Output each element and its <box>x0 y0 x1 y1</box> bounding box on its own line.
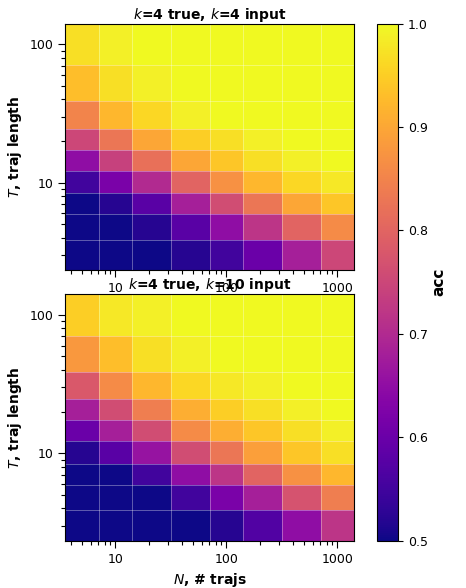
Title: $k$=4 true, $k$=10 input: $k$=4 true, $k$=10 input <box>128 276 291 294</box>
Y-axis label: $T$, traj length: $T$, traj length <box>6 96 24 198</box>
Title: $k$=4 true, $k$=4 input: $k$=4 true, $k$=4 input <box>133 5 287 24</box>
X-axis label: $N$, # trajs: $N$, # trajs <box>172 572 247 588</box>
Y-axis label: acc: acc <box>431 268 446 296</box>
Y-axis label: $T$, traj length: $T$, traj length <box>6 366 24 469</box>
